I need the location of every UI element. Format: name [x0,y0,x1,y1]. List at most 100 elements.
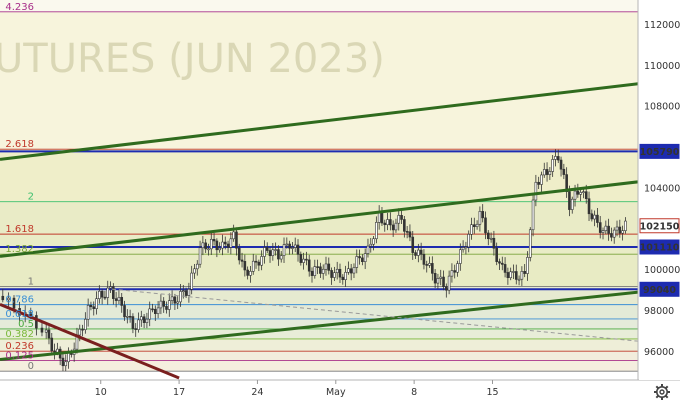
candle-body [447,275,451,291]
candle-body [363,253,367,262]
candle-body [95,298,98,309]
candle-body [528,229,532,258]
candle-body [489,237,493,240]
candle-body [554,156,557,160]
candle-body [361,257,364,262]
fib-level-label: 1.618 [5,224,34,235]
candle-body [282,244,286,256]
candle-body [44,329,48,333]
candle-body [534,181,538,201]
price-tags: 105790 102150 101110 99040 [639,143,680,297]
candle-body [478,211,482,225]
price-tick-label: 112000 [644,20,680,31]
fib-level-label: 1 [28,276,34,287]
candle-body [249,271,252,276]
candle-body [120,297,124,306]
time-axis[interactable]: 10 17 24 May 8 15 [95,380,499,398]
candle-body [246,269,249,276]
candle-body [61,357,65,367]
fib-band [0,11,638,150]
candle-body [109,286,112,289]
price-tick-label: 104000 [644,183,680,194]
candle-body [78,328,82,336]
candle-body [305,258,308,261]
candle-body [64,361,68,367]
candle-body [358,256,361,259]
candle-body [498,261,501,264]
candle-body [548,171,552,175]
time-tick-label: 8 [411,387,417,398]
candle-body [383,222,387,226]
fib-band [0,351,638,361]
candle-body [537,181,540,185]
price-tag-box [639,143,680,159]
candle-body [369,243,373,247]
candle-body [145,318,149,323]
candle-body [195,263,199,270]
candle-body [212,238,216,242]
candle-body [582,191,585,193]
candle-body [335,268,339,273]
candle-body [159,300,163,309]
fib-level-label: 0 [28,361,34,372]
candle-body [386,219,389,226]
trend-line [0,303,180,380]
fib-level-label: 0.5 [18,319,34,330]
candle-body [436,278,440,284]
candle-body [114,298,118,301]
candle-body [377,212,381,223]
price-tag: 105790 [639,143,680,159]
candle-body [190,272,193,290]
candle-body [422,254,426,265]
candle-body [167,300,171,310]
fib-level-label: 2 [28,192,34,203]
gear-icon[interactable] [654,384,670,400]
fib-level-label: 0.382 [5,329,34,340]
candle-body [618,226,622,234]
candle-body [439,276,443,279]
candle-body [417,249,420,256]
candle-body [173,296,177,304]
candle-body [296,244,300,255]
candle-body [240,259,244,262]
price-tag-label: 101110 [640,243,680,254]
candle-body [375,222,378,240]
time-tick-label: 10 [95,387,107,398]
price-tick-label: 96000 [644,347,674,358]
candle-body [484,217,487,234]
candle-body [254,260,258,263]
candle-body [349,268,353,274]
candle-body [366,245,370,254]
fib-level-label: 0.618 [5,309,34,320]
candle-body [579,192,582,195]
candle-body [459,249,462,264]
candle-body [470,224,473,235]
candle-body [100,290,104,298]
candle-body [604,225,608,231]
candle-body [456,263,459,273]
candle-body [559,159,563,170]
candle-body [235,231,238,249]
candle-body [344,271,347,281]
time-axis-background [0,381,680,404]
candle-body [450,270,454,277]
candle-body [598,222,602,233]
candle-body [408,231,412,238]
candle-body [624,220,627,231]
candle-body [324,263,328,270]
price-tag: 101110 [639,239,680,255]
candle-body [523,271,526,274]
candle-body [170,296,174,301]
price-tag: 99040 [639,281,680,297]
candle-body [394,222,398,231]
candle-body [403,219,406,232]
candle-body [313,266,317,276]
candle-body [215,240,219,251]
fib-level-label: 0.786 [5,295,34,306]
fib-level-label: 1.382 [5,244,34,255]
candle-body [352,267,356,274]
candle-body [338,268,342,278]
candle-body [576,190,580,195]
candle-body [481,211,484,219]
candle-body [333,272,336,278]
